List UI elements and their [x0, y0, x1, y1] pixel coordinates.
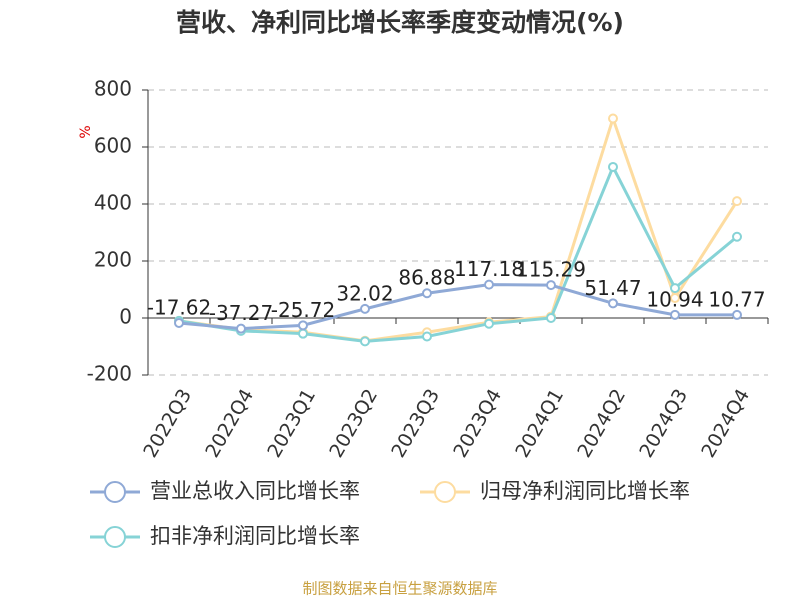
legend-label: 归母净利润同比增长率: [480, 479, 690, 503]
x-tick-label: 2024Q4: [697, 385, 754, 461]
data-label: 117.18: [454, 257, 524, 281]
data-point: [732, 231, 742, 242]
source-note: 制图数据来自恒生聚源数据库: [302, 580, 497, 598]
data-point: [670, 309, 680, 320]
x-tick-label: 2024Q2: [573, 385, 630, 461]
data-label: 32.02: [336, 281, 393, 305]
data-label: 10.77: [708, 287, 765, 311]
data-point: [484, 279, 494, 290]
legend-label: 营业总收入同比增长率: [150, 479, 360, 503]
x-tick-label: 2024Q3: [635, 385, 692, 461]
data-label: -37.27: [209, 301, 273, 325]
y-tick-label: 0: [119, 305, 132, 329]
legend-item: 营业总收入同比增长率: [90, 479, 360, 503]
data-point: [298, 320, 308, 331]
x-tick-label: 2023Q1: [263, 385, 320, 461]
data-label: 10.94: [646, 287, 703, 311]
data-label: -17.62: [147, 296, 211, 320]
data-label: -25.72: [271, 298, 335, 322]
data-point: [484, 318, 494, 329]
data-point: [174, 318, 184, 329]
data-point: [298, 328, 308, 339]
y-axis-label: %: [78, 125, 94, 138]
chart-title: 营收、净利同比增长率季度变动情况(%): [176, 8, 624, 37]
data-point: [670, 293, 680, 304]
data-point: [670, 283, 680, 294]
data-label: 86.88: [398, 266, 455, 290]
y-tick-label: -200: [87, 362, 132, 386]
data-label: 115.29: [516, 258, 586, 282]
x-tick-label: 2022Q4: [201, 385, 258, 461]
x-tick-label: 2023Q4: [449, 385, 506, 461]
legend-label: 扣非净利润同比增长率: [150, 524, 360, 548]
data-point: [546, 280, 556, 291]
data-point: [422, 331, 432, 342]
data-point: [608, 161, 618, 172]
y-tick-label: 800: [94, 77, 132, 101]
legend-marker: [104, 526, 126, 548]
data-point: [608, 113, 618, 124]
data-point: [732, 309, 742, 320]
data-point: [360, 336, 370, 347]
x-tick-label: 2023Q3: [387, 385, 444, 461]
y-tick-label: 600: [94, 134, 132, 158]
series-line: [178, 283, 738, 331]
legend-item: 扣非净利润同比增长率: [90, 524, 360, 548]
data-point: [236, 323, 246, 334]
legend-item: 归母净利润同比增长率: [420, 479, 690, 503]
y-tick-label: 200: [94, 248, 132, 272]
data-label: 51.47: [584, 276, 641, 300]
data-point: [422, 288, 432, 299]
data-point: [608, 298, 618, 309]
data-point: [360, 303, 370, 314]
y-tick-label: 400: [94, 191, 132, 215]
legend-marker: [104, 481, 126, 503]
series-line: [178, 163, 738, 343]
data-point: [546, 313, 556, 323]
x-tick-label: 2022Q3: [139, 385, 196, 461]
data-point: [732, 196, 742, 207]
x-tick-label: 2024Q1: [511, 385, 568, 461]
x-tick-label: 2023Q2: [325, 385, 382, 461]
legend-marker: [434, 481, 456, 503]
